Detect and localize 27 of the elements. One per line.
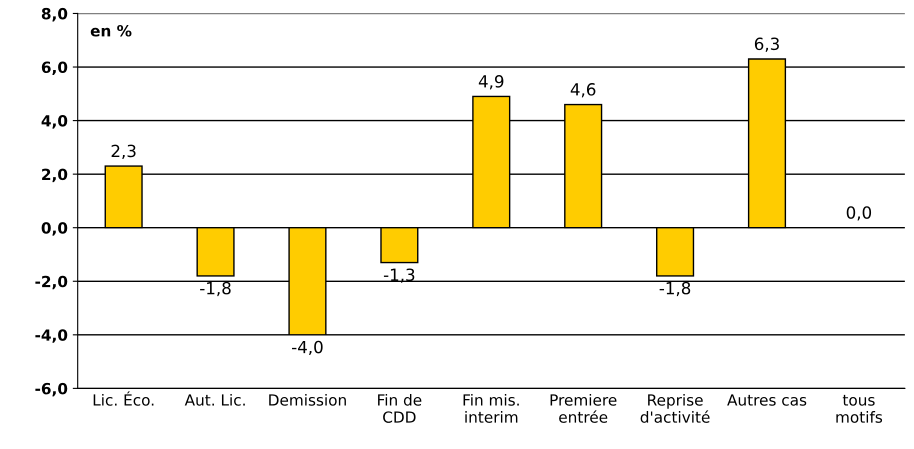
y-tick-label: 8,0	[42, 8, 68, 22]
y-tick-label: -2,0	[35, 276, 68, 290]
x-tick-label: Premiere entrée	[550, 394, 616, 423]
data-label: 0,0	[846, 206, 872, 221]
data-label: 6,3	[754, 38, 779, 52]
data-label: 4,6	[570, 83, 596, 98]
y-axis-title: en %	[90, 24, 132, 37]
data-label: 4,9	[478, 75, 504, 90]
y-tick-label: 2,0	[42, 168, 68, 182]
x-tick-label: Autres cas	[727, 394, 806, 406]
y-tick-label: -4,0	[35, 329, 68, 343]
x-tick-label: Demission	[269, 394, 346, 406]
y-tick-label: 4,0	[42, 115, 68, 129]
x-tick-label: Aut. Lic.	[184, 394, 245, 406]
y-tick-label: 6,0	[42, 61, 68, 76]
y-tick-label: 0,0	[42, 222, 68, 236]
x-tick-label: Fin de CDD	[378, 394, 422, 423]
x-tick-label: Reprise d'activité	[640, 394, 710, 423]
x-tick-label: tous motifs	[836, 394, 882, 423]
data-label: -4,0	[292, 340, 323, 356]
data-label: -1,8	[200, 282, 231, 296]
data-label: 2,3	[112, 144, 136, 159]
x-tick-label: Lic. Éco.	[94, 391, 154, 406]
data-label: -1,8	[660, 282, 690, 296]
y-tick-label: -6,0	[35, 382, 68, 396]
x-tick-label: Fin mis. interim	[464, 394, 519, 423]
data-label: -1,3	[384, 268, 414, 283]
